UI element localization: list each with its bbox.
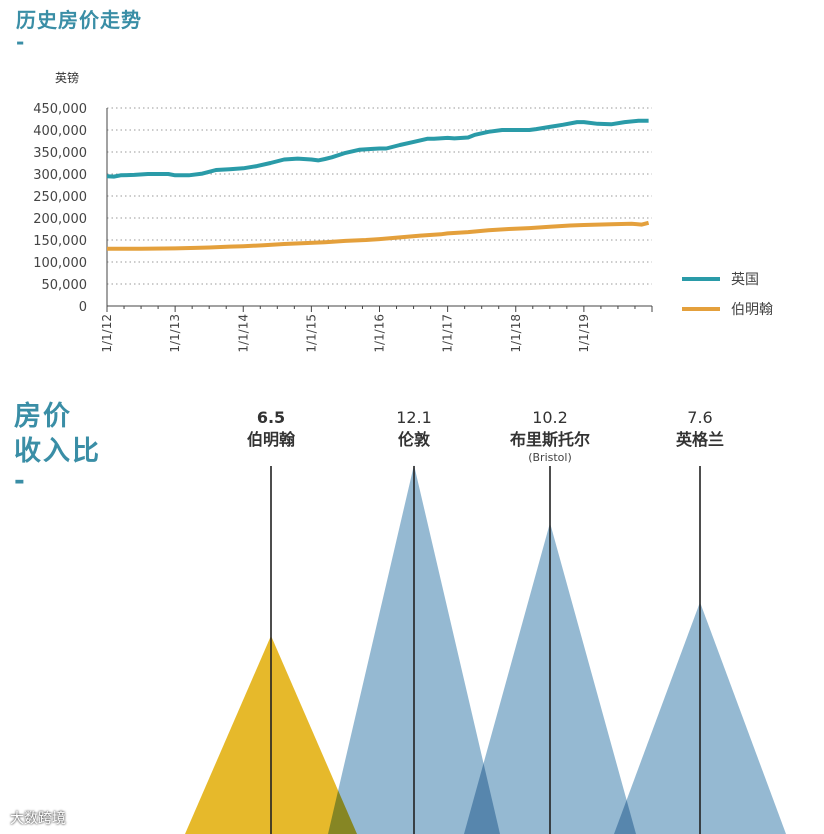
y-tick-label: 100,000	[33, 256, 87, 271]
labels-group: 6.5 伯明翰 12.1 伦敦 10.2 布里斯托尔 (Bristol) 7.6 英格兰	[247, 408, 724, 464]
y-tick-label: 250,000	[33, 190, 87, 205]
x-tick-label: 1/1/17	[441, 314, 455, 353]
price-history-title: 历史房价走势	[16, 8, 142, 32]
watermark: 大数跨境	[10, 811, 66, 827]
ratio-value-label: 7.6	[687, 408, 712, 427]
legend-label: 伯明翰	[731, 302, 773, 318]
y-tick-label: 150,000	[33, 234, 87, 249]
ratio-category-label: 伦敦	[398, 430, 431, 449]
x-tick-label: 1/1/14	[236, 314, 250, 353]
price-history-chart: 英镑 450,000 400,000 350,000 300,000 250,000 200…	[33, 70, 773, 353]
ratio-value-label: 12.1	[396, 408, 432, 427]
ratio-category-label: 伯明翰	[247, 430, 295, 449]
series-line-1	[106, 118, 649, 179]
y-axis-unit-label: 英镑	[55, 70, 79, 85]
y-tick-label: 0	[79, 300, 87, 315]
y-tick-label: 350,000	[33, 146, 87, 161]
x-tick-label: 1/1/15	[304, 314, 318, 353]
y-tick-label: 200,000	[33, 212, 87, 227]
ratio-category-label: 英格兰	[675, 430, 724, 449]
stems-group	[270, 466, 701, 834]
x-tick-label: 1/1/19	[577, 314, 591, 353]
y-tick-label: 300,000	[33, 168, 87, 183]
triangles-group	[185, 465, 786, 834]
x-tick-label: 1/1/12	[100, 314, 114, 353]
x-tick-label: 1/1/16	[373, 314, 387, 353]
ratio-category-label: 布里斯托尔	[510, 430, 590, 449]
x-tick-label: 1/1/18	[509, 314, 523, 353]
y-tick-label: 400,000	[33, 124, 87, 139]
ratio-title-line1: 房价	[14, 401, 72, 432]
y-tick-label: 450,000	[33, 102, 87, 117]
series-line-2	[107, 220, 650, 251]
ratio-title-line2: 收入比	[14, 436, 101, 467]
ratio-value-label: 10.2	[532, 408, 568, 427]
legend-label: 英国	[731, 271, 759, 288]
y-tick-label: 50,000	[42, 278, 88, 293]
title-dash: -	[16, 30, 25, 54]
ratio-sublabel: (Bristol)	[528, 451, 572, 464]
ratio-title-dash: -	[14, 466, 25, 496]
ratio-value-label: 6.5	[257, 408, 285, 427]
x-tick-label: 1/1/13	[168, 314, 182, 353]
